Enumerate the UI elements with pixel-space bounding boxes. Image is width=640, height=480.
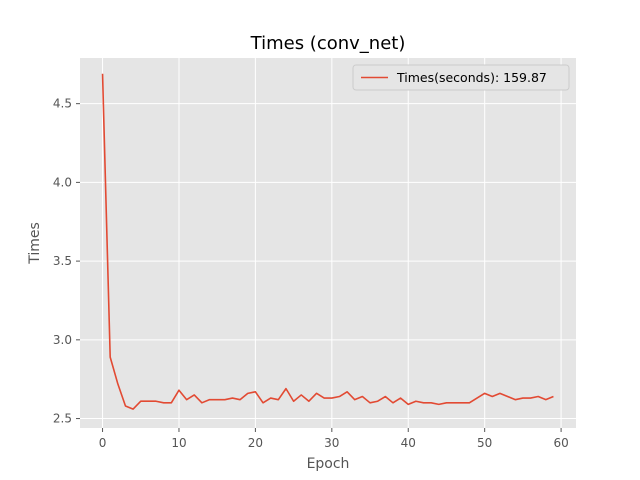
x-tick-label: 20 <box>248 436 263 450</box>
legend: Times(seconds): 159.87 <box>352 64 570 91</box>
y-tick-label: 4.0 <box>53 175 72 189</box>
y-tick-label: 2.5 <box>53 412 72 426</box>
x-tick-label: 50 <box>477 436 492 450</box>
chart-title: Times (conv_net) <box>250 33 406 54</box>
x-tick-label: 60 <box>553 436 568 450</box>
x-tick-label: 10 <box>171 436 186 450</box>
y-axis-label: Times <box>27 222 43 265</box>
y-tick-label: 3.5 <box>53 254 72 268</box>
x-tick-label: 0 <box>99 436 107 450</box>
plot-area <box>80 58 576 428</box>
legend-label: Times(seconds): 159.87 <box>396 70 547 85</box>
series-line <box>101 73 554 410</box>
x-tick-label: 30 <box>324 436 339 450</box>
grid-lines <box>80 58 576 428</box>
series-group <box>101 73 554 410</box>
ticks: 0 10 20 30 40 50 60 2.5 3.0 3.5 4.0 4.5 <box>53 97 569 450</box>
legend-box <box>352 64 570 91</box>
x-axis-label: Epoch <box>307 456 350 472</box>
x-tick-label: 40 <box>401 436 416 450</box>
y-tick-label: 3.0 <box>53 333 72 347</box>
y-tick-label: 4.5 <box>53 97 72 111</box>
